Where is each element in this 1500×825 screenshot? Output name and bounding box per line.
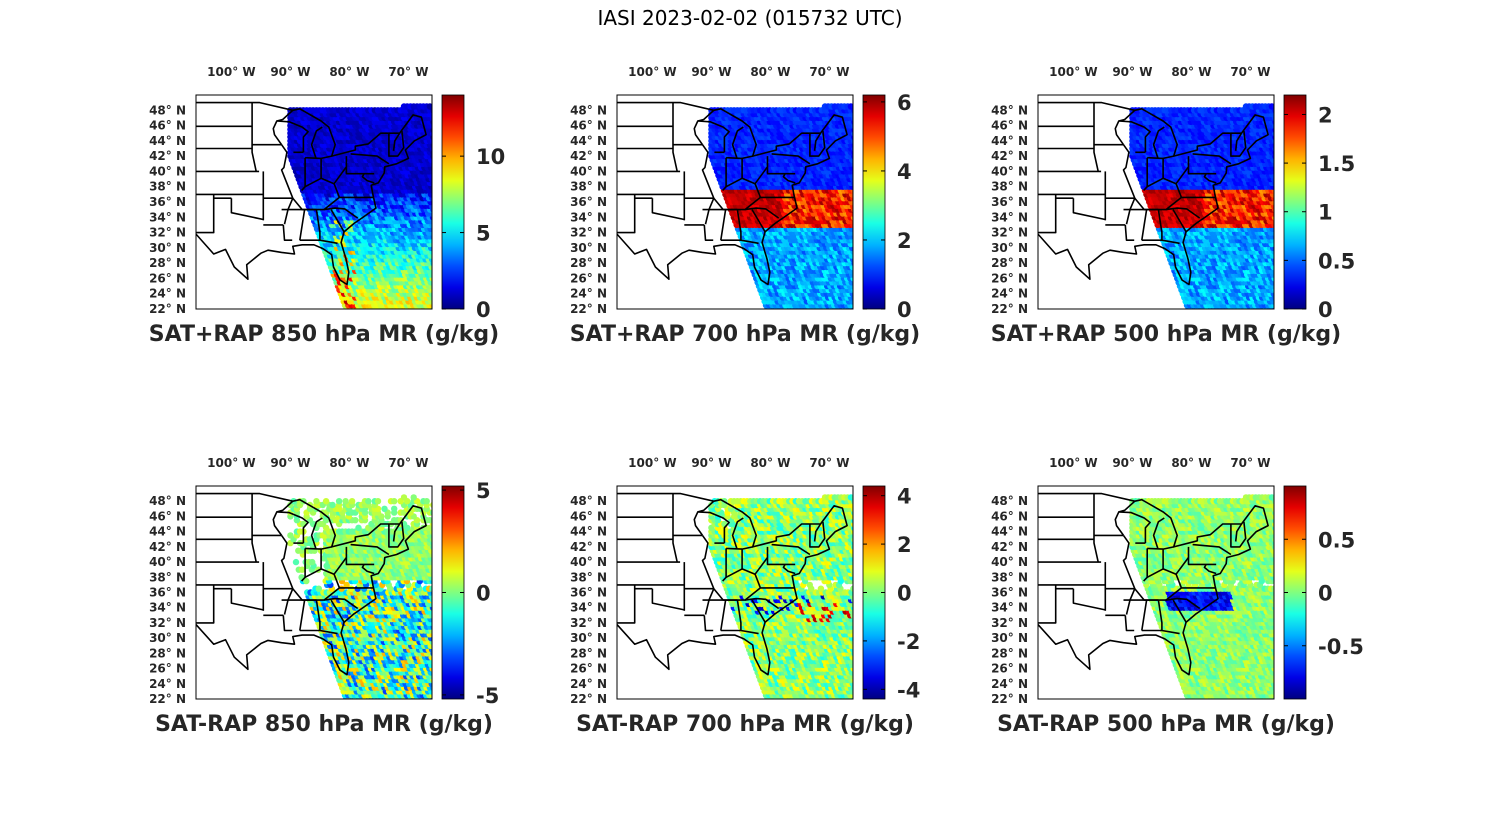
- latitude-label: 30° N: [570, 241, 607, 255]
- latitude-label: 36° N: [570, 195, 607, 209]
- map-panel-3: 100° W 90° W 80° W 70° W48° N46° N44° N42° …: [991, 65, 1355, 347]
- latitude-label: 26° N: [149, 271, 186, 285]
- latitude-label: 34° N: [570, 210, 607, 224]
- latitude-label: 42° N: [149, 149, 186, 163]
- colorbar: 0 2 4 6: [862, 91, 912, 322]
- data-swath: [287, 103, 432, 309]
- data-point: [851, 103, 853, 110]
- data-point: [430, 103, 432, 110]
- latitude-label: 22° N: [149, 302, 186, 316]
- latitude-label: 36° N: [149, 195, 186, 209]
- latitude-label: 44° N: [570, 134, 607, 148]
- latitude-label: 22° N: [570, 302, 607, 316]
- latitude-label: 26° N: [570, 271, 607, 285]
- colorbar-tick-label: 10: [476, 145, 505, 169]
- longitude-label: 100° W: [207, 65, 255, 79]
- latitude-label: 28° N: [149, 256, 186, 270]
- latitude-label: 30° N: [149, 241, 186, 255]
- colorbar: 0 5 10: [441, 94, 505, 322]
- colorbar-tick-label: 0: [476, 298, 491, 322]
- colorbar-tick-label: 5: [476, 222, 491, 246]
- longitude-label: 90° W: [691, 65, 731, 79]
- latitude-label: 32° N: [570, 226, 607, 240]
- longitude-label: 100° W: [628, 65, 676, 79]
- latitude-label: 28° N: [570, 256, 607, 270]
- latitude-label: 40° N: [570, 164, 607, 178]
- map-frame: [195, 94, 433, 310]
- map-panel-2: 100° W 90° W 80° W 70° W 48° N 46° N44° N42° …: [570, 65, 920, 347]
- latitude-label: 40° N: [149, 164, 186, 178]
- longitude-label: 70° W: [809, 65, 849, 79]
- latitude-label: 46° N: [149, 119, 186, 133]
- latitude-label: 48° N: [149, 103, 186, 117]
- map-panel-1: 100° W 90° W 80° W 70° W 48° N 46° N44° N42° …: [149, 65, 505, 347]
- longitude-label: 80° W: [329, 65, 369, 79]
- panel-title: SAT+RAP 700 hPa MR (g/kg): [570, 322, 920, 347]
- latitude-label: 48° N: [570, 103, 607, 117]
- latitude-label: 44° N: [149, 134, 186, 148]
- state-boundaries: [617, 101, 848, 286]
- longitude-label: 90° W: [270, 65, 310, 79]
- latitude-label: 38° N: [570, 180, 607, 194]
- colorbar-scale: [441, 94, 465, 310]
- colorbar-tick-label: 6: [897, 91, 912, 115]
- panel-title: SAT+RAP 850 hPa MR (g/kg): [149, 322, 499, 347]
- latitude-label: 32° N: [149, 226, 186, 240]
- longitude-label: 80° W: [750, 65, 790, 79]
- map-frame: [616, 94, 854, 310]
- colorbar-tick-label: 2: [897, 229, 912, 253]
- colorbar-tick-label: 0: [897, 298, 912, 322]
- latitude-label: 24° N: [149, 287, 186, 301]
- colorbar-tick-label: 4: [897, 160, 912, 184]
- latitude-label: 42° N: [570, 149, 607, 163]
- latitude-label: 24° N: [570, 287, 607, 301]
- latitude-label: 38° N: [149, 180, 186, 194]
- figure-title: IASI 2023-02-02 (015732 UTC): [597, 6, 903, 30]
- longitude-label: 70° W: [388, 65, 428, 79]
- latitude-label: 34° N: [149, 210, 186, 224]
- latitude-label: 46° N: [570, 119, 607, 133]
- state-boundaries: [196, 101, 427, 286]
- colorbar-scale: [862, 94, 886, 310]
